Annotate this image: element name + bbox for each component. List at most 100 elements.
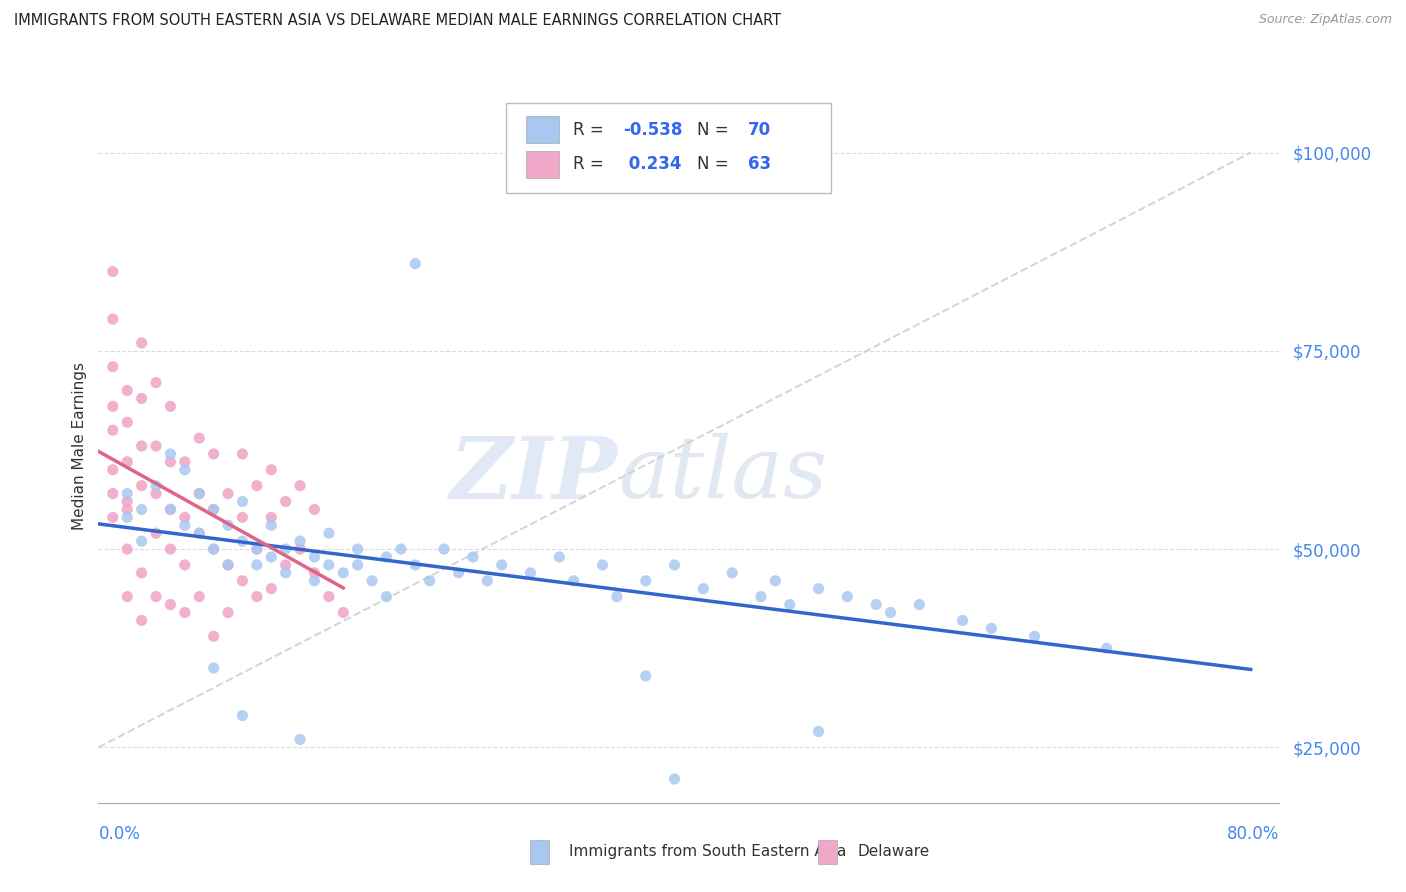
Point [562,574,585,588]
Point [260,463,283,477]
Point [1024,629,1046,643]
FancyBboxPatch shape [526,116,560,144]
Text: 63: 63 [748,155,770,173]
Point [304,502,326,516]
Point [115,510,138,524]
Point [318,526,340,541]
Point [274,558,297,572]
Text: N =: N = [697,155,734,173]
Point [131,502,153,516]
Point [173,510,195,524]
Text: -0.538: -0.538 [623,121,682,139]
Point [202,447,225,461]
Point [419,574,441,588]
Point [159,447,181,461]
Point [173,518,195,533]
Point [115,415,138,429]
Point [288,542,311,557]
Point [274,542,297,557]
Point [592,558,614,572]
Point [664,772,686,786]
Text: IMMIGRANTS FROM SOUTH EASTERN ASIA VS DELAWARE MEDIAN MALE EARNINGS CORRELATION : IMMIGRANTS FROM SOUTH EASTERN ASIA VS DE… [14,13,782,29]
Point [115,502,138,516]
FancyBboxPatch shape [526,151,560,178]
Text: atlas: atlas [619,434,827,516]
Point [477,574,499,588]
Point [188,486,211,500]
Point [865,598,887,612]
Point [145,486,167,500]
Point [101,486,124,500]
Point [879,606,901,620]
Point [246,590,269,604]
Point [231,447,253,461]
Point [375,549,398,564]
Point [202,502,225,516]
Point [664,558,686,572]
Point [1095,641,1118,656]
Point [131,335,153,350]
Point [145,439,167,453]
Point [159,400,181,414]
Point [115,384,138,398]
Point [304,549,326,564]
Point [188,526,211,541]
Point [246,558,269,572]
Point [217,518,239,533]
Point [332,606,354,620]
Point [491,558,513,572]
Point [115,542,138,557]
Text: Delaware: Delaware [858,845,929,859]
Text: Immigrants from South Eastern Asia: Immigrants from South Eastern Asia [569,845,846,859]
Point [606,590,628,604]
Point [188,526,211,541]
Point [202,542,225,557]
Point [145,590,167,604]
Point [952,614,974,628]
Text: 80.0%: 80.0% [1227,825,1279,843]
Point [246,478,269,492]
Point [318,558,340,572]
Point [634,669,657,683]
Point [318,590,340,604]
Point [131,478,153,492]
Point [231,534,253,549]
Point [131,534,153,549]
Point [101,264,124,278]
Point [461,549,484,564]
Point [231,574,253,588]
Point [202,661,225,675]
Text: 70: 70 [748,121,770,139]
Point [173,558,195,572]
Text: 0.234: 0.234 [623,155,682,173]
Point [346,558,368,572]
Point [217,558,239,572]
Point [260,510,283,524]
Point [260,582,283,596]
Point [231,708,253,723]
Point [304,574,326,588]
Point [188,431,211,445]
Point [115,486,138,500]
Point [980,621,1002,635]
Point [288,732,311,747]
Point [246,542,269,557]
Point [260,518,283,533]
Text: Source: ZipAtlas.com: Source: ZipAtlas.com [1258,13,1392,27]
Point [519,566,541,580]
Point [692,582,714,596]
Point [101,510,124,524]
Point [101,359,124,374]
Point [246,542,269,557]
Point [217,558,239,572]
Point [634,574,657,588]
Point [304,566,326,580]
Point [749,590,772,604]
Point [173,455,195,469]
Text: R =: R = [574,155,609,173]
Point [361,574,384,588]
Point [807,724,830,739]
Point [159,542,181,557]
Point [231,510,253,524]
Point [202,502,225,516]
